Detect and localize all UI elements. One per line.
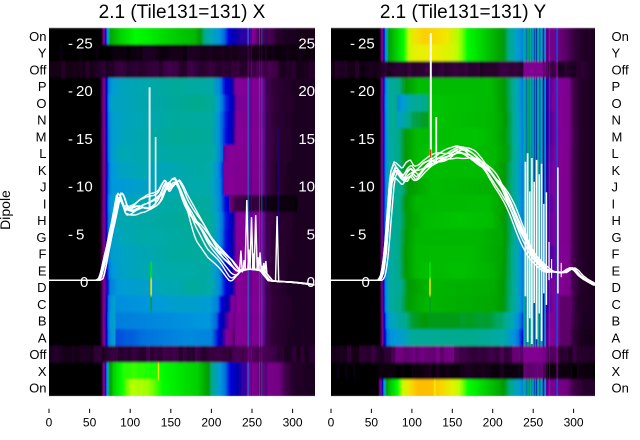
svg-text:- 10: - 10 <box>68 179 93 196</box>
svg-text:K: K <box>612 163 621 178</box>
svg-text:25: 25 <box>298 36 315 53</box>
svg-text:On: On <box>612 29 629 44</box>
svg-text:D: D <box>612 280 621 295</box>
svg-text:H: H <box>612 213 621 228</box>
svg-text:- 10: - 10 <box>350 179 375 196</box>
svg-text:J: J <box>40 180 47 195</box>
svg-text:20: 20 <box>298 83 315 100</box>
svg-text:On: On <box>29 381 46 396</box>
svg-text:0: 0 <box>307 274 315 291</box>
svg-text:D: D <box>37 280 46 295</box>
svg-text:150: 150 <box>161 416 181 430</box>
svg-text:E: E <box>38 263 47 278</box>
svg-text:- 20: - 20 <box>350 83 375 100</box>
svg-text:100: 100 <box>120 416 140 430</box>
svg-text:5: 5 <box>307 226 315 243</box>
svg-text:- 5: - 5 <box>350 226 366 243</box>
svg-text:150: 150 <box>442 416 462 430</box>
svg-text:- 15: - 15 <box>68 131 93 148</box>
svg-text:C: C <box>612 297 621 312</box>
svg-text:G: G <box>612 230 622 245</box>
svg-text:M: M <box>612 129 623 144</box>
svg-text:P: P <box>38 79 47 94</box>
svg-text:B: B <box>38 314 47 329</box>
svg-text:M: M <box>36 129 47 144</box>
svg-text:- 25: - 25 <box>68 36 93 53</box>
svg-text:F: F <box>612 247 620 262</box>
svg-text:2.1 (Tile131=131) X: 2.1 (Tile131=131) X <box>99 2 266 23</box>
svg-text:X: X <box>612 364 621 379</box>
svg-text:2.1 (Tile131=131) Y: 2.1 (Tile131=131) Y <box>380 2 547 23</box>
svg-text:Dipole: Dipole <box>0 190 13 230</box>
svg-text:B: B <box>612 314 621 329</box>
svg-text:G: G <box>36 230 46 245</box>
svg-text:Y: Y <box>612 46 621 61</box>
svg-text:N: N <box>37 113 46 128</box>
svg-text:C: C <box>37 297 46 312</box>
svg-text:200: 200 <box>483 416 503 430</box>
svg-text:H: H <box>37 213 46 228</box>
svg-text:250: 250 <box>242 416 262 430</box>
svg-text:100: 100 <box>402 416 422 430</box>
svg-text:O: O <box>612 96 622 111</box>
svg-text:- 20: - 20 <box>68 83 93 100</box>
svg-text:N: N <box>612 113 621 128</box>
svg-text:F: F <box>39 247 47 262</box>
svg-text:On: On <box>612 381 629 396</box>
svg-text:10: 10 <box>298 179 315 196</box>
svg-text:200: 200 <box>201 416 221 430</box>
svg-text:X: X <box>38 364 47 379</box>
svg-text:Off: Off <box>29 62 46 77</box>
svg-text:- 5: - 5 <box>68 226 84 243</box>
svg-text:Off: Off <box>612 347 629 362</box>
svg-text:L: L <box>39 146 46 161</box>
svg-text:J: J <box>612 180 619 195</box>
svg-text:50: 50 <box>365 416 379 430</box>
svg-text:250: 250 <box>523 416 543 430</box>
svg-text:0: 0 <box>328 416 335 430</box>
svg-text:I: I <box>43 196 47 211</box>
svg-text:P: P <box>612 79 621 94</box>
svg-text:A: A <box>38 330 47 345</box>
svg-text:I: I <box>612 196 616 211</box>
svg-text:0: 0 <box>46 416 53 430</box>
svg-text:0: 0 <box>80 274 88 291</box>
svg-text:300: 300 <box>564 416 584 430</box>
svg-text:50: 50 <box>83 416 97 430</box>
svg-text:Y: Y <box>38 46 47 61</box>
svg-text:O: O <box>36 96 46 111</box>
svg-text:A: A <box>612 330 621 345</box>
svg-text:0: 0 <box>362 274 370 291</box>
svg-text:Off: Off <box>29 347 46 362</box>
svg-text:E: E <box>612 263 621 278</box>
svg-text:On: On <box>29 29 46 44</box>
svg-text:- 25: - 25 <box>350 36 375 53</box>
svg-text:15: 15 <box>298 131 315 148</box>
svg-text:Off: Off <box>612 62 629 77</box>
svg-text:- 15: - 15 <box>350 131 375 148</box>
svg-text:L: L <box>612 146 619 161</box>
svg-text:300: 300 <box>283 416 303 430</box>
svg-text:K: K <box>38 163 47 178</box>
